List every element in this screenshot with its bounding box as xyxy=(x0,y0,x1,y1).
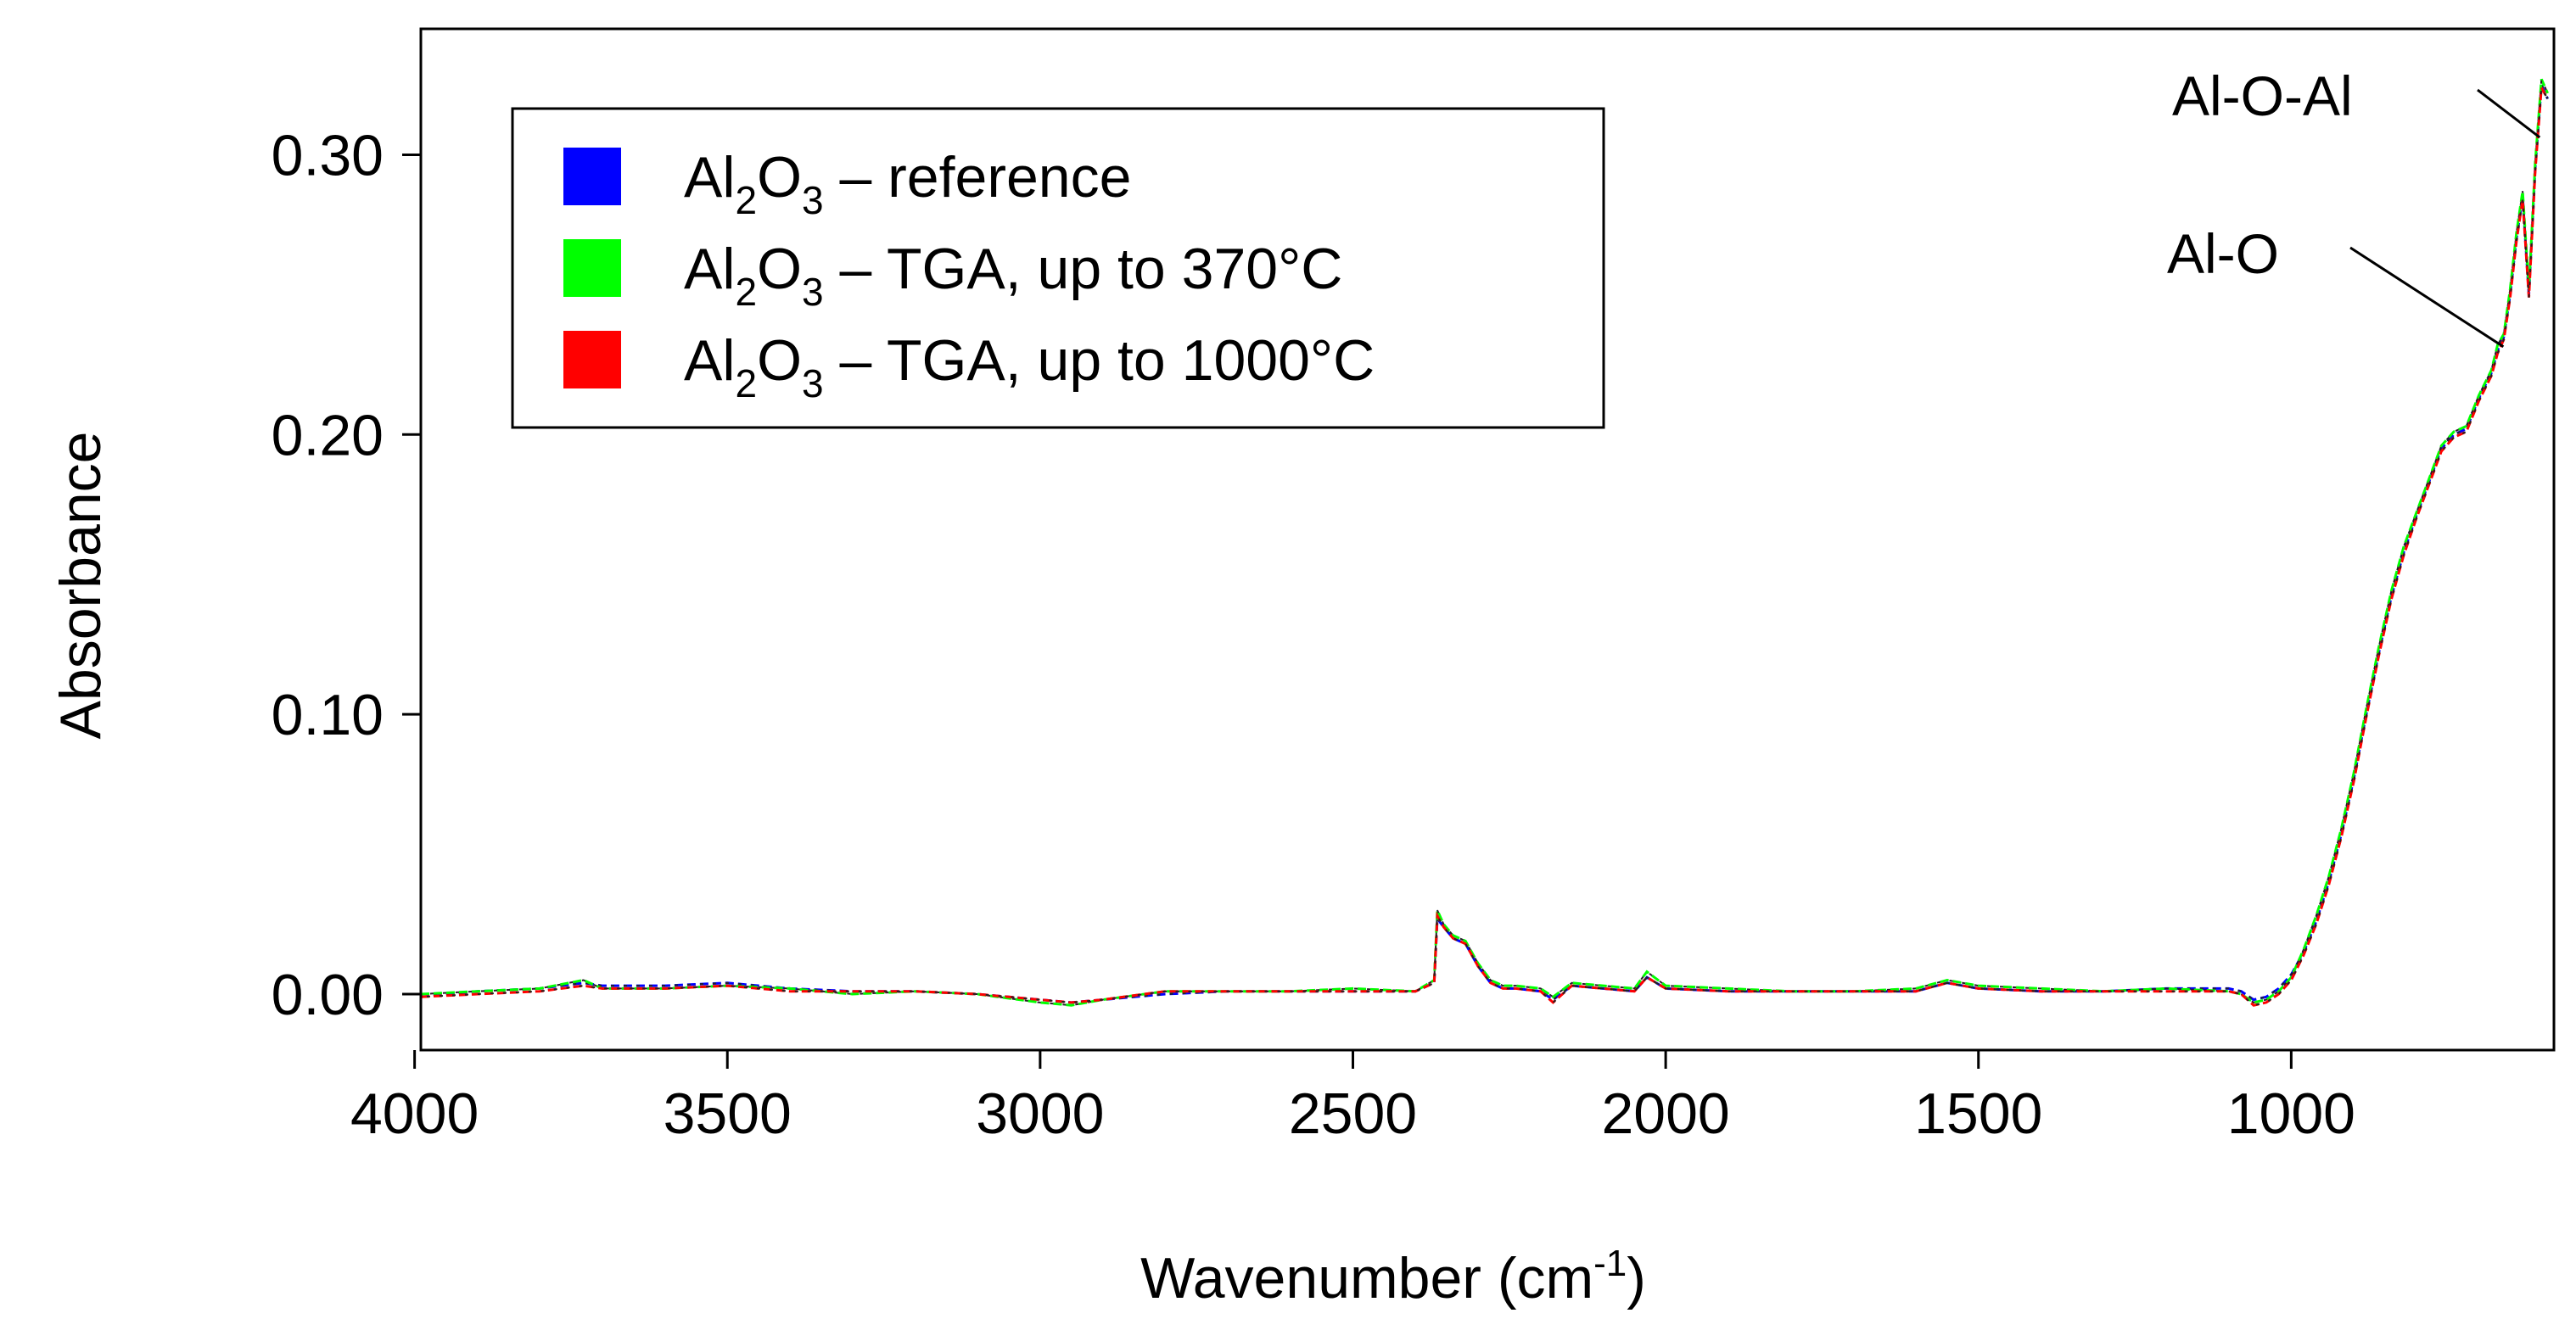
x-tick-label: 4000 xyxy=(350,1081,479,1146)
x-tick-label: 2500 xyxy=(1289,1081,1417,1146)
plot-frame xyxy=(419,27,2556,1052)
x-tick-label: 2000 xyxy=(1601,1081,1729,1146)
annotation-al-o-leader xyxy=(2349,246,2505,349)
annotation-al-o-al-leader xyxy=(2477,88,2541,139)
axes-layer: 4000 3500 3000 2500 2000 1500 1000 0.00 0.10 0.20… xyxy=(272,123,2355,1146)
legend: Al2O3 – reference Al2O3 – TGA, up to 370°… xyxy=(511,107,1605,429)
x-tick-label: 3000 xyxy=(976,1081,1104,1146)
annotations: Al-O-Al Al-O xyxy=(2167,64,2541,349)
legend-label-1: Al2O3 – reference xyxy=(684,145,1131,222)
legend-label-3: Al2O3 – TGA, up to 1000°C xyxy=(684,328,1375,405)
legend-swatch-3 xyxy=(563,331,621,388)
legend-swatch-1 xyxy=(563,148,621,205)
x-axis-title-end: ) xyxy=(1627,1246,1646,1310)
x-axis-title: Wavenumber (cm-1) xyxy=(1140,1243,1646,1310)
y-tick-label: 0.30 xyxy=(272,123,384,187)
y-tick-label: 0.00 xyxy=(272,963,384,1027)
series-layer xyxy=(420,78,2549,1007)
legend-items: Al2O3 – reference Al2O3 – TGA, up to 370°… xyxy=(563,145,1375,405)
legend-swatch-2 xyxy=(563,239,621,297)
y-tick-label: 0.10 xyxy=(272,683,384,747)
x-tick-label: 1500 xyxy=(1914,1081,2042,1146)
legend-label-2: Al2O3 – TGA, up to 370°C xyxy=(684,237,1342,314)
y-tick-label: 0.20 xyxy=(272,403,384,467)
legend-box xyxy=(511,107,1605,429)
y-axis-title: Absorbance xyxy=(48,432,113,740)
x-tick-label: 1000 xyxy=(2227,1081,2355,1146)
annotation-al-o: Al-O xyxy=(2167,222,2279,285)
annotation-al-o-al: Al-O-Al xyxy=(2172,64,2353,127)
x-axis-title-superscript: -1 xyxy=(1593,1243,1627,1284)
series-line-3 xyxy=(420,83,2549,1007)
x-tick-label: 3500 xyxy=(664,1081,792,1146)
